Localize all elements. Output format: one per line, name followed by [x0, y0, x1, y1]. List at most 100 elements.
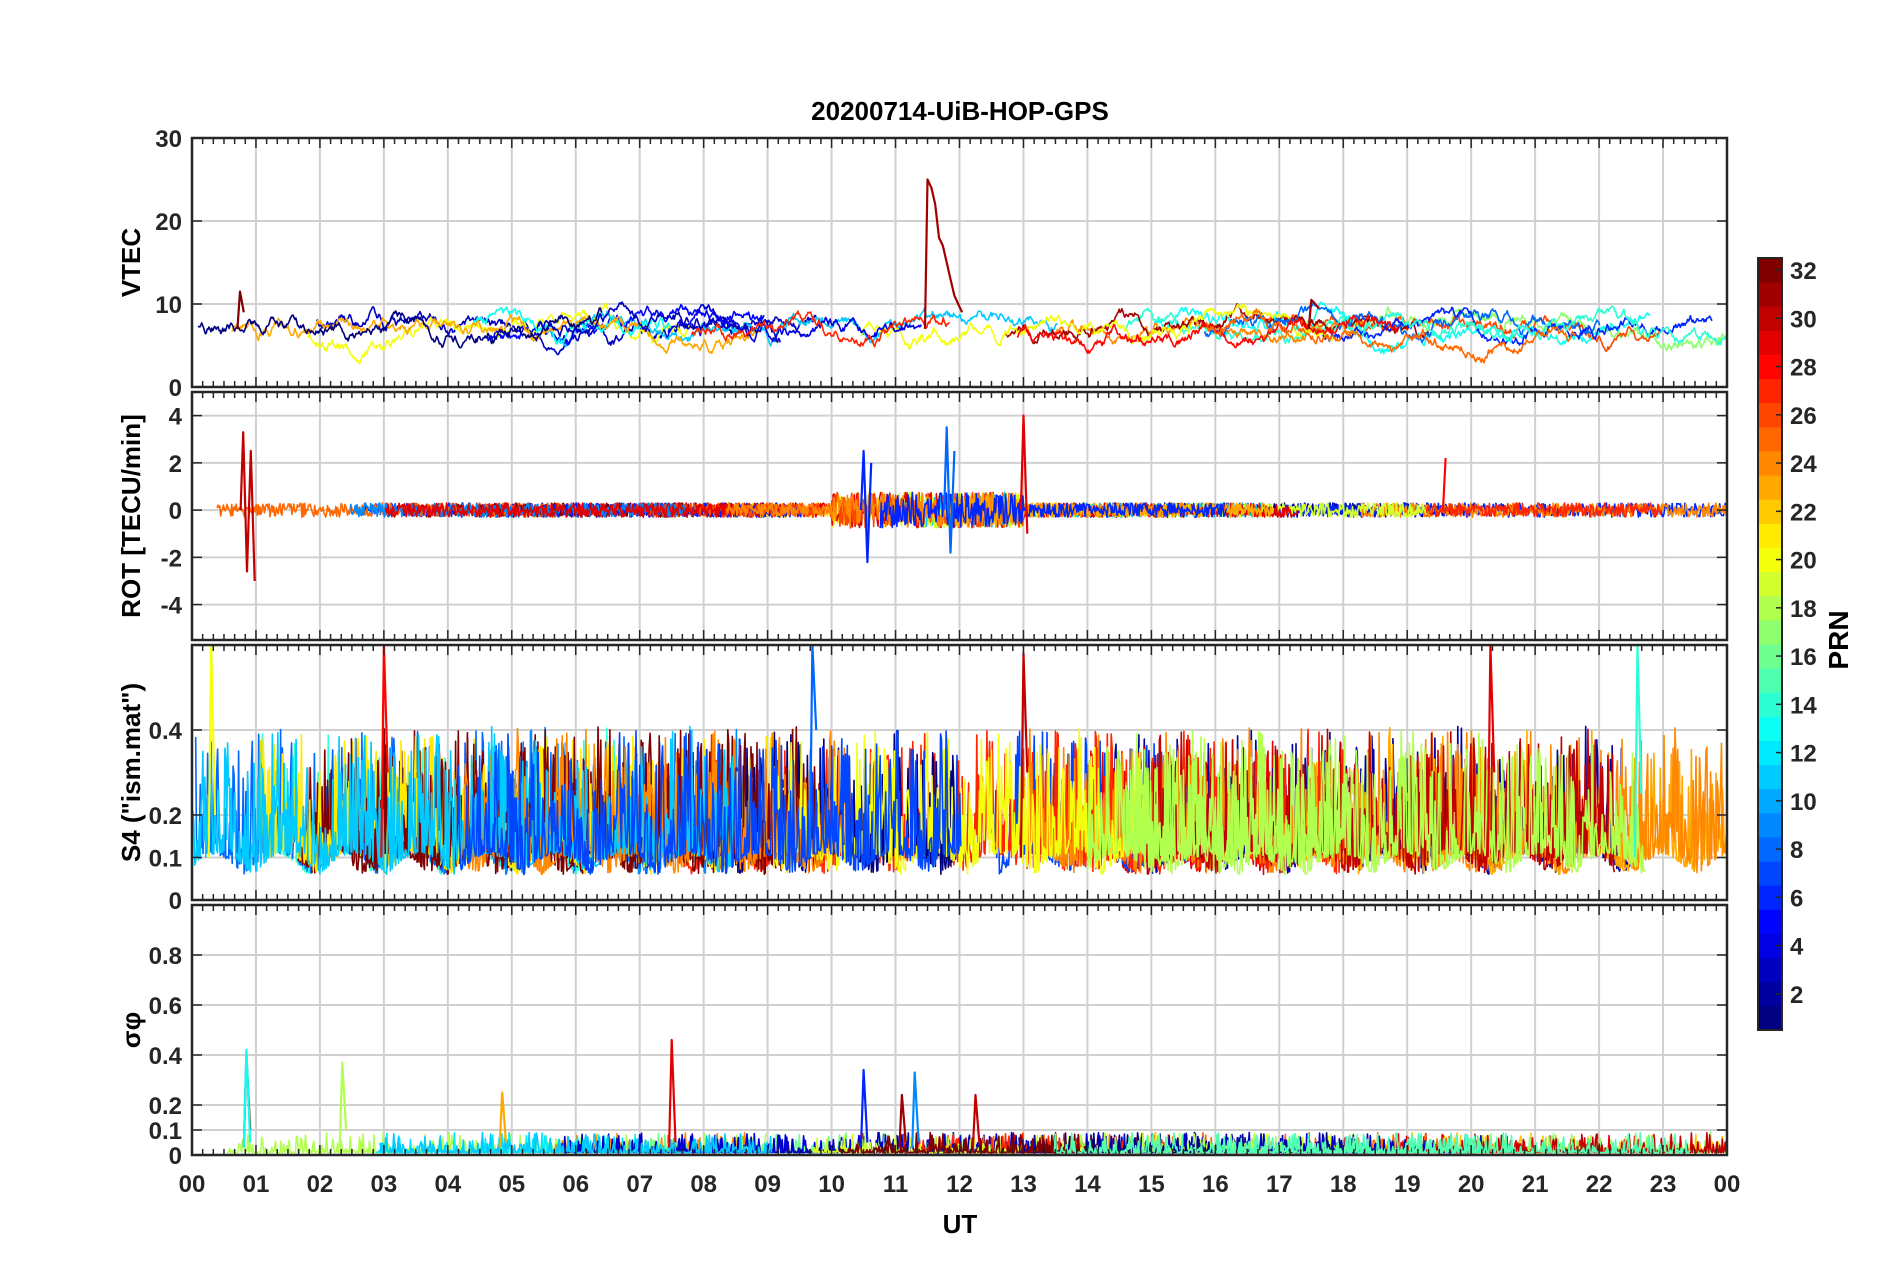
event-line-8: [498, 1091, 508, 1148]
series-line-prn-27: [691, 310, 950, 348]
colorbar-tick-label: 30: [1790, 306, 1817, 333]
x-tick-label: 11: [883, 1171, 908, 1198]
event-line-2: [1307, 298, 1320, 329]
y-tick-label: 20: [155, 209, 182, 236]
y-tick-label: 0: [169, 1143, 182, 1170]
colorbar-swatch-11: [1758, 764, 1782, 790]
x-tick-label: 22: [1586, 1171, 1613, 1198]
y-tick-label: 2: [169, 451, 182, 478]
event-line-5: [911, 1071, 920, 1148]
y-tick-label: 30: [155, 126, 182, 153]
event-line-6: [898, 1093, 907, 1148]
colorbar-swatch-19: [1758, 571, 1782, 597]
series-line-prn-6: [1322, 306, 1713, 346]
colorbar-swatch-17: [1758, 619, 1782, 645]
event-line-1: [236, 290, 245, 329]
x-tick-label: 23: [1650, 1171, 1677, 1198]
event-line-3: [859, 449, 873, 564]
x-tick-label: 15: [1138, 1171, 1165, 1198]
colorbar-tick-label: 18: [1790, 596, 1817, 623]
y-axis-label: VTEC: [116, 228, 146, 298]
y-tick-label: 0: [169, 498, 182, 525]
colorbar-label: PRN: [1823, 610, 1854, 669]
series-line-prn-25: [1205, 308, 1577, 364]
colorbar-tick-label: 12: [1790, 741, 1817, 768]
colorbar-tick-label: 32: [1790, 258, 1817, 285]
series-line-prn-32: [838, 1131, 1093, 1154]
x-tick-label: 07: [626, 1171, 653, 1198]
colorbar-tick-label: 6: [1790, 885, 1803, 912]
event-line-4: [1441, 458, 1447, 511]
x-tick-label: 05: [498, 1171, 525, 1198]
series: [197, 178, 1728, 365]
y-tick-label: 0.1: [149, 1118, 182, 1145]
series-line-prn-7: [456, 729, 962, 876]
event-line-4: [859, 1068, 869, 1148]
event-line-2: [242, 1048, 252, 1148]
series: [216, 414, 1728, 582]
x-tick-label: 17: [1266, 1171, 1293, 1198]
x-tick-label: 21: [1522, 1171, 1549, 1198]
colorbar-swatch-15: [1758, 668, 1782, 693]
series-line-prn-27: [1424, 502, 1663, 518]
colorbar-swatch-23: [1758, 475, 1782, 500]
x-tick-label: 08: [690, 1171, 717, 1198]
y-tick-label: 0.2: [149, 803, 182, 830]
colorbar-tick-label: 20: [1790, 548, 1817, 575]
x-axis-label: UT: [943, 1209, 978, 1239]
series-line-prn-1: [197, 307, 603, 349]
y-tick-label: 0: [169, 888, 182, 915]
colorbar-swatch-27: [1758, 378, 1782, 404]
x-tick-label: 01: [243, 1171, 270, 1198]
y-tick-label: 0.1: [149, 846, 182, 873]
colorbar-tick-label: 16: [1790, 644, 1817, 671]
y-tick-label: 0: [169, 375, 182, 402]
colorbar-swatch-31: [1758, 282, 1782, 307]
series-line-prn-20: [860, 303, 1335, 351]
x-axis: UT 00 01 02 03 04 05 06 07 08 09 10 11 12 13 14 15 16 17 1…: [179, 1171, 1741, 1239]
colorbar-swatch-7: [1758, 861, 1782, 886]
x-tick-label: 16: [1202, 1171, 1229, 1198]
event-line-0: [923, 178, 964, 329]
series-line-prn-4: [667, 303, 923, 343]
y-tick-label: -2: [161, 545, 182, 572]
colorbar-frame: [1757, 257, 1783, 1031]
x-tick-label: 06: [562, 1171, 589, 1198]
series-line-prn-14: [1330, 305, 1728, 346]
y-tick-label: 0.4: [149, 718, 183, 745]
series-line-prn-6: [878, 491, 1228, 529]
colorbar-tick-label: 2: [1790, 982, 1803, 1009]
ticks: [191, 137, 1728, 388]
colorbar-swatch-13: [1758, 716, 1782, 741]
ticks: [191, 645, 1728, 901]
series-line-prn-20: [772, 727, 1147, 875]
event-line-3: [338, 1061, 348, 1148]
x-tick-label: 04: [434, 1171, 461, 1198]
ticks: [191, 905, 1728, 1156]
x-tick-label: 13: [1010, 1171, 1037, 1198]
colorbar-tick-label: 4: [1790, 934, 1804, 961]
event-line-2: [943, 426, 956, 554]
colorbar-tick-label: 14: [1790, 692, 1817, 719]
x-tick-label: 03: [371, 1171, 398, 1198]
series-line-prn-17: [1293, 306, 1728, 352]
colorbar-swatch-3: [1758, 957, 1782, 983]
y-axis-label: S4 ("ism.mat"): [116, 683, 146, 862]
grid: [192, 905, 1727, 1155]
chart-title: 20200714-UiB-HOP-GPS: [811, 96, 1109, 126]
colorbar-swatch-9: [1758, 812, 1782, 838]
x-tick-label: 00: [179, 1171, 206, 1198]
y-axis-label: ROT [TECU/min]: [116, 414, 146, 618]
x-tick-label: 00: [1714, 1171, 1741, 1198]
panel-vtec: 0 10 20 30 VTEC: [116, 126, 1729, 402]
event-line-7: [971, 1093, 981, 1148]
series-line-prn-15: [1053, 1132, 1484, 1154]
event-line-0: [239, 431, 256, 582]
x-tick-label: 20: [1458, 1171, 1485, 1198]
series-line-prn-13: [472, 305, 672, 345]
y-tick-label: 0.2: [149, 1093, 182, 1120]
series: [192, 643, 1728, 876]
